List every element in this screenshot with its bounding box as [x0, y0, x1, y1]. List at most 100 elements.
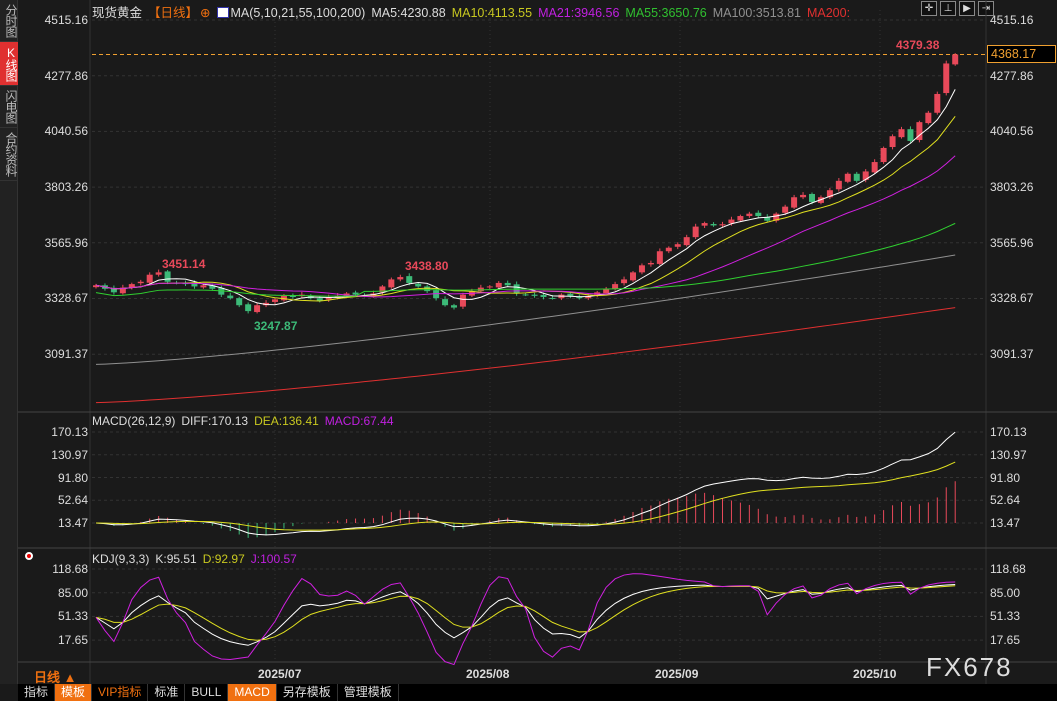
chart-header: 现货黄金 【日线】 ⊕ MA(5,10,21,55,100,200) MA5:4230.…	[92, 2, 856, 21]
candle-body	[486, 286, 493, 288]
tab-macd[interactable]: MACD	[228, 684, 277, 701]
axis-tick-label: 170.13	[51, 425, 88, 439]
play-icon[interactable]: ▶	[959, 1, 975, 16]
tab-time-chart[interactable]: 分时图	[0, 0, 18, 42]
candle-body	[495, 282, 502, 288]
axis-tick-label: 118.68	[990, 562, 1026, 576]
candle-body	[155, 272, 162, 275]
sidebar: 分时图 K线图 闪电图 合约资料	[0, 0, 18, 684]
ma100-line	[95, 254, 956, 365]
current-price-tag: 4368.17	[987, 45, 1056, 63]
kdj-d: D:92.97	[202, 552, 245, 566]
ma5-value: MA5:4230.88	[371, 6, 446, 20]
candle-body	[746, 213, 753, 217]
peak1-annotation: 3451.14	[162, 257, 206, 271]
axis-tick-label: 4515.16	[44, 13, 88, 27]
candle-body	[755, 212, 762, 217]
tab-manage-template[interactable]: 管理模板	[338, 684, 399, 701]
tab-standard[interactable]: 标准	[148, 684, 186, 701]
candle-body	[531, 294, 538, 296]
candle-body	[835, 180, 842, 190]
candle-body	[93, 285, 99, 288]
axis-tick-label: 91.80	[990, 470, 1021, 485]
candle-body	[656, 251, 663, 264]
axis-tick-label: 52.64	[990, 493, 1021, 508]
candle-body	[603, 288, 610, 294]
symbol-title: 现货黄金	[92, 6, 143, 20]
axis-tick-label: 51.33	[990, 609, 1021, 624]
tab-flash-chart[interactable]: 闪电图	[0, 86, 18, 128]
tab-indicator[interactable]: 指标	[18, 684, 56, 701]
alert-icon[interactable]	[25, 552, 33, 560]
axis-tick-label: 3091.37	[44, 347, 88, 362]
candle-body	[119, 287, 126, 294]
candle-body	[728, 219, 735, 224]
candle-body	[638, 265, 645, 273]
candle-body	[200, 285, 207, 288]
chart-type-icon[interactable]	[216, 7, 229, 18]
axis-tick-label: 51.33	[57, 609, 88, 624]
candle-body	[451, 305, 457, 308]
candle-body	[612, 284, 619, 289]
candle-body	[853, 173, 860, 181]
candle-body	[719, 224, 726, 226]
ma10-line	[95, 116, 956, 302]
candle-body	[227, 295, 234, 299]
ma55-line	[95, 222, 956, 297]
candle-body	[773, 213, 780, 221]
axis-tick-label: 17.65	[57, 633, 88, 648]
axis-tick-label: 3803.26	[990, 180, 1034, 195]
tab-k-line[interactable]: K线图	[0, 42, 18, 86]
candle-body	[459, 294, 466, 307]
candle-body	[826, 190, 833, 198]
axis-tick-label: 3803.26	[44, 180, 88, 195]
kdj-header: KDJ(9,3,3) K:95.51 D:92.97 J:100.57	[92, 552, 303, 566]
axis-tick-label: 3328.67	[44, 291, 88, 306]
ma200-value: MA200:	[806, 6, 851, 20]
tab-save-template[interactable]: 另存模板	[277, 684, 338, 701]
ma55-value: MA55:3650.76	[625, 6, 707, 20]
period-selector[interactable]: 日线 ▲	[34, 670, 77, 685]
axis-tick-label: 118.68	[52, 562, 88, 576]
tab-template[interactable]: 模板	[55, 684, 93, 701]
axis-tick-label: 52.64	[57, 493, 88, 508]
tab-contract-info[interactable]: 合约资料	[0, 128, 18, 181]
candle-body	[916, 122, 923, 140]
axis-tick-label: 130.97	[990, 447, 1027, 462]
candle-body	[800, 194, 807, 198]
candle-body	[907, 129, 914, 141]
axis-tick-label: 3565.96	[44, 235, 88, 250]
ma200-line	[95, 307, 956, 404]
date-label: 2025/07	[258, 667, 302, 681]
j-line	[95, 573, 956, 666]
candle-body	[191, 283, 198, 287]
candle-body	[442, 299, 449, 306]
ma-params: MA(5,10,21,55,100,200)	[230, 6, 366, 20]
candle-body	[665, 247, 672, 252]
axis-tick-label: 130.97	[51, 447, 88, 462]
ma10-value: MA10:4113.55	[451, 6, 533, 20]
kdj-k: K:95.51	[155, 552, 197, 566]
axis-tick-label: 17.65	[990, 633, 1021, 648]
tab-vip-indicator[interactable]: VIP指标	[92, 684, 149, 701]
candle-body	[737, 216, 744, 221]
tab-bull[interactable]: BULL	[185, 684, 229, 701]
candle-body	[943, 63, 950, 94]
axis-tick-label: 4277.86	[990, 68, 1034, 83]
axis-tick-label: 170.13	[990, 425, 1027, 439]
candle-body	[925, 112, 932, 124]
kdj-label: KDJ(9,3,3)	[92, 552, 150, 566]
date-label: 2025/08	[466, 667, 510, 681]
ma100-value: MA100:3513.81	[712, 6, 801, 20]
add-icon[interactable]: ⊕	[200, 6, 211, 20]
candle-body	[110, 287, 117, 293]
dea-line	[95, 461, 956, 531]
period-label[interactable]: 【日线】	[148, 6, 199, 20]
axis-tick-label: 85.00	[57, 585, 88, 600]
zoom-in-icon[interactable]: ⊥	[940, 1, 956, 16]
candle-body	[254, 305, 261, 313]
diff-line	[95, 431, 956, 536]
crosshair-icon[interactable]: ✛	[921, 1, 937, 16]
low1-annotation: 3247.87	[254, 319, 298, 333]
